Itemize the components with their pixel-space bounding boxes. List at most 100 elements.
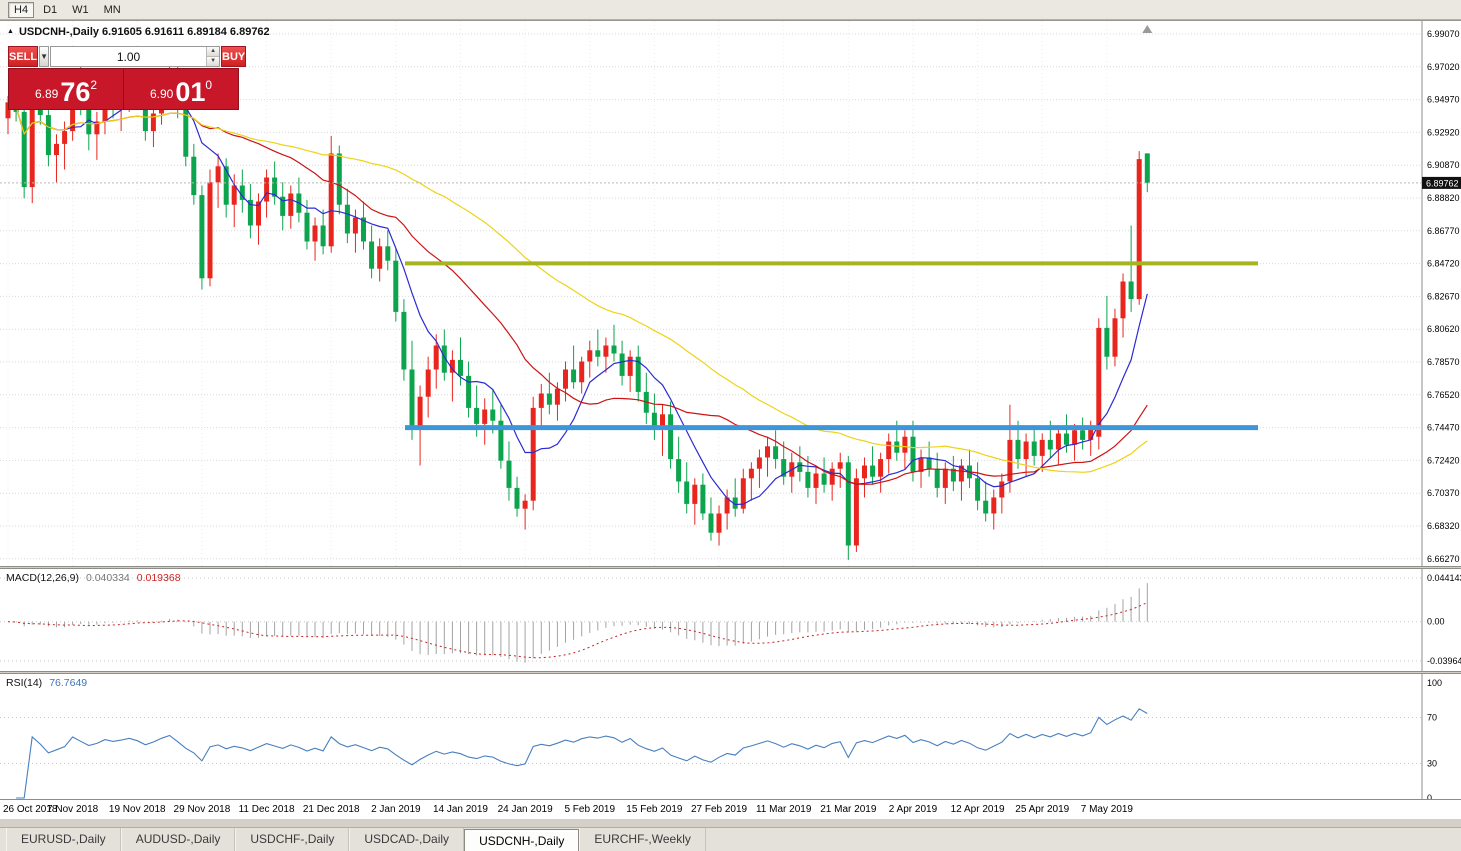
date-axis-label: 14 Jan 2019 xyxy=(432,804,488,815)
volume-input[interactable] xyxy=(51,47,207,66)
rsi-label: RSI(14) 76.7649 xyxy=(6,677,87,689)
date-axis-label: 7 May 2019 xyxy=(1080,804,1134,815)
volume-field: ▲ ▼ xyxy=(50,46,221,67)
date-axis-label: 26 Oct 2018 xyxy=(3,804,58,815)
price-axis-label: 6.88820 xyxy=(1427,193,1460,203)
chart-tab-audusd[interactable]: AUDUSD-,Daily xyxy=(120,828,236,851)
macd-axis-label: 0.00 xyxy=(1427,617,1445,627)
ma-52-line xyxy=(7,101,1148,473)
order-options-dropdown[interactable]: ▼ xyxy=(39,46,50,67)
buy-price-point: 0 xyxy=(205,78,213,92)
price-chart-panel: 6.99070 6.97020 6.94970 6.92920 6.90870 6.888… xyxy=(0,21,1461,566)
date-axis-label: 21 Mar 2019 xyxy=(820,804,877,815)
current-price-tag xyxy=(1422,176,1461,189)
volume-decrease-button[interactable]: ▼ xyxy=(207,57,220,66)
rsi-axis-label: 70 xyxy=(1427,713,1437,723)
price-axis-label: 6.68320 xyxy=(1427,521,1460,531)
chevron-down-icon: ▼ xyxy=(40,52,49,61)
date-axis-label: 11 Dec 2018 xyxy=(238,804,295,815)
panel-divider[interactable] xyxy=(0,566,1461,569)
timeframe-d1-button[interactable]: D1 xyxy=(37,2,63,18)
candles-layer xyxy=(5,57,1150,560)
date-axis-label: 27 Feb 2019 xyxy=(690,804,748,815)
macd-signal-line xyxy=(7,602,1148,659)
price-axis-label: 6.84720 xyxy=(1427,259,1460,269)
macd-signal-value: 0.019368 xyxy=(136,572,181,584)
timeframe-toolbar: H4 D1 W1 MN xyxy=(0,0,1461,20)
one-click-trading-panel: SELL ▼ ▲ ▼ BUY 6.89762 xyxy=(8,46,247,110)
time-axis: 26 Oct 2018 7 Nov 2018 19 Nov 2018 29 Nov 2… xyxy=(0,799,1461,820)
panel-divider[interactable] xyxy=(0,671,1461,674)
price-axis-label: 6.74470 xyxy=(1427,423,1460,433)
timeframe-mn-button[interactable]: MN xyxy=(98,2,127,18)
buy-price-prefix: 6.90 xyxy=(149,87,174,101)
chart-tab-eurchf[interactable]: EURCHF-,Weekly xyxy=(579,828,706,851)
date-axis-label: 12 Apr 2019 xyxy=(950,804,1005,815)
symbol-ohlc-text: USDCNH-,Daily 6.91605 6.91611 6.89184 6.… xyxy=(18,26,270,38)
date-axis-label: 2 Jan 2019 xyxy=(371,804,421,815)
rsi-panel: 100 70 30 0 RSI(14) 76.7649 xyxy=(0,674,1461,799)
macd-canvas: 0.044143 0.00 -0.039641 xyxy=(0,569,1461,671)
trade-controls-row: SELL ▼ ▲ ▼ BUY xyxy=(8,46,247,67)
chart-shift-marker xyxy=(1142,25,1153,33)
rsi-name: RSI(14) xyxy=(6,677,43,689)
macd-axis-label: -0.039641 xyxy=(1427,656,1461,666)
macd-panel: 0.044143 0.00 -0.039641 MACD(12,26,9) 0.04… xyxy=(0,569,1461,671)
price-axis-label: 6.97020 xyxy=(1427,62,1460,72)
price-axis-label: 6.94970 xyxy=(1427,95,1460,105)
date-axis-label: 5 Feb 2019 xyxy=(564,804,616,815)
date-axis-label: 7 Nov 2018 xyxy=(47,804,99,815)
price-axis-label: 6.82670 xyxy=(1427,291,1460,301)
date-axis-label: 24 Jan 2019 xyxy=(497,804,553,815)
window-gap xyxy=(0,819,1461,827)
price-axis-label: 6.99070 xyxy=(1427,29,1460,39)
buy-price-display[interactable]: 6.90 01 0 xyxy=(124,69,238,109)
ma-8-line xyxy=(7,99,1148,506)
date-axis-label: 19 Nov 2018 xyxy=(108,804,166,815)
sell-button[interactable]: SELL xyxy=(8,46,39,67)
timeframe-w1-button[interactable]: W1 xyxy=(66,2,95,18)
sell-price-display[interactable]: 6.89 76 2 xyxy=(9,69,124,109)
buy-button[interactable]: BUY xyxy=(221,46,247,67)
price-axis-label: 6.86770 xyxy=(1427,226,1460,236)
volume-stepper: ▲ ▼ xyxy=(206,47,220,66)
price-axis-label: 6.90870 xyxy=(1427,160,1460,170)
chart-tab-usdcnh[interactable]: USDCNH-,Daily xyxy=(464,829,580,851)
macd-label: MACD(12,26,9) 0.040334 0.019368 xyxy=(6,572,181,584)
sell-price-point: 2 xyxy=(90,78,98,92)
date-axis-label: 29 Nov 2018 xyxy=(173,804,231,815)
price-axis-label: 6.66270 xyxy=(1427,554,1460,564)
date-axis-label: 15 Feb 2019 xyxy=(626,804,683,815)
price-axis-label: 6.80620 xyxy=(1427,324,1460,334)
timeframe-h4-button[interactable]: H4 xyxy=(8,1,35,18)
macd-axis-label: 0.044143 xyxy=(1427,573,1461,583)
chart-window-icon: ▲ xyxy=(7,27,14,35)
chart-window: 6.99070 6.97020 6.94970 6.92920 6.90870 6.888… xyxy=(0,20,1461,820)
volume-increase-button[interactable]: ▲ xyxy=(207,47,220,57)
date-axis-label: 21 Dec 2018 xyxy=(302,804,360,815)
chart-symbol-title: ▲ USDCNH-,Daily 6.91605 6.91611 6.89184 … xyxy=(7,26,270,38)
macd-histogram xyxy=(15,583,1148,663)
date-axis-label: 2 Apr 2019 xyxy=(888,804,938,815)
chart-tab-eurusd[interactable]: EURUSD-,Daily xyxy=(6,828,121,851)
price-axis-label: 6.78570 xyxy=(1427,357,1460,367)
quote-display: 6.89 76 2 6.90 01 0 xyxy=(8,68,239,110)
rsi-value: 76.7649 xyxy=(49,677,88,689)
rsi-axis-label: 100 xyxy=(1427,678,1442,688)
price-axis-label: 6.92920 xyxy=(1427,127,1460,137)
chart-tab-usdchf[interactable]: USDCHF-,Daily xyxy=(235,828,350,851)
buy-price-pips: 01 xyxy=(175,77,206,107)
price-chart-canvas: 6.99070 6.97020 6.94970 6.92920 6.90870 6.888… xyxy=(0,21,1461,566)
rsi-line xyxy=(16,708,1148,799)
sell-price-prefix: 6.89 xyxy=(34,87,59,101)
macd-name: MACD(12,26,9) xyxy=(6,572,79,584)
price-axis-label: 6.76520 xyxy=(1427,390,1460,400)
date-axis-label: 25 Apr 2019 xyxy=(1015,804,1070,815)
current-price-text: 6.89762 xyxy=(1426,178,1459,188)
rsi-axis-label: 0 xyxy=(1427,793,1432,799)
macd-main-value: 0.040334 xyxy=(85,572,130,584)
price-axis-label: 6.72420 xyxy=(1427,455,1460,465)
chart-tab-usdcad[interactable]: USDCAD-,Daily xyxy=(349,828,465,851)
price-axis-label: 6.70370 xyxy=(1427,488,1460,498)
rsi-axis-label: 30 xyxy=(1427,759,1437,769)
